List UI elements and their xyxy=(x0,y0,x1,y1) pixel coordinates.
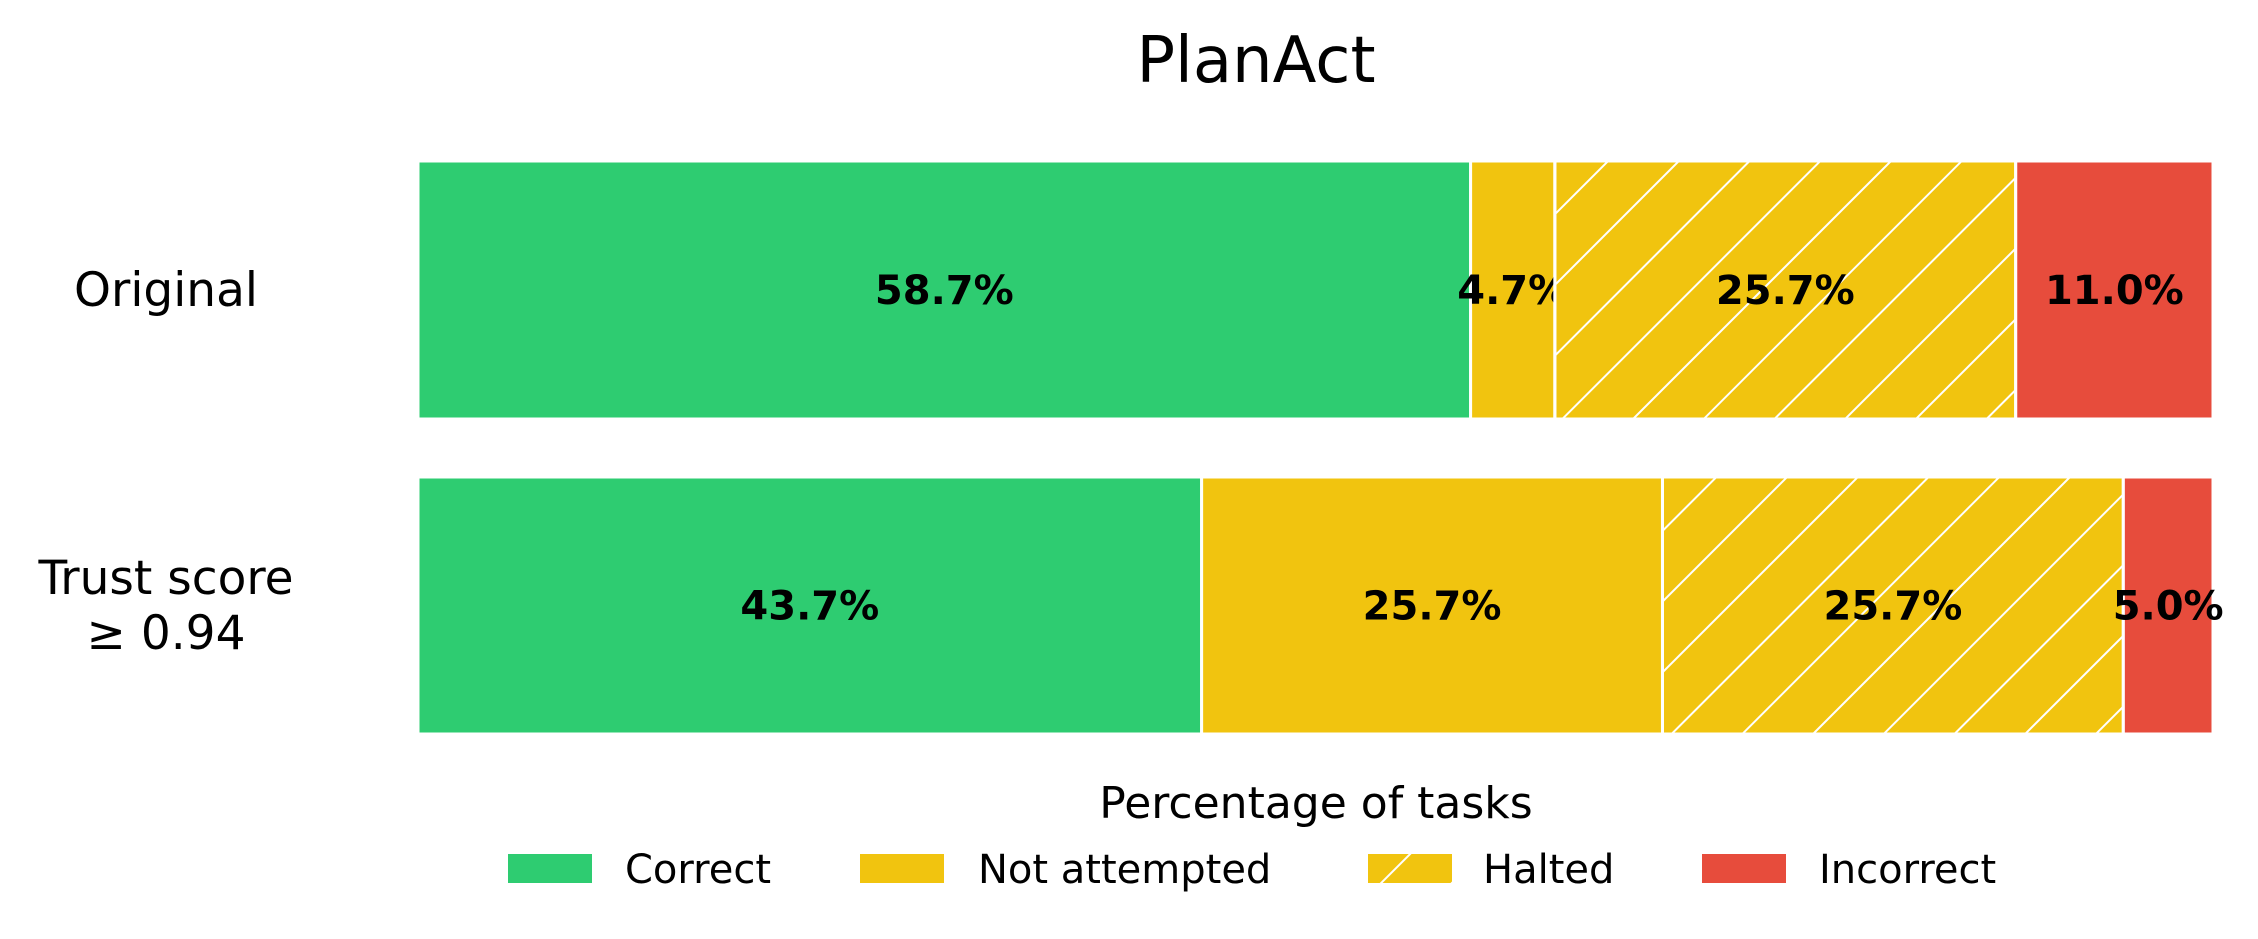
y-tick-label: ≥ 0.94 xyxy=(87,606,246,661)
bar-correct xyxy=(416,475,1204,736)
data-label: 58.7% xyxy=(875,268,1014,314)
x-axis-label: Percentage of tasks xyxy=(1099,778,1532,829)
y-tick-label: Original xyxy=(74,263,258,318)
y-tick-labels: Original Trust score≥ 0.94 xyxy=(37,263,293,661)
data-label: 43.7% xyxy=(740,584,879,630)
legend: Correct Not attempted Halted Incorrect xyxy=(508,847,1996,893)
bars: 58.7% 4.7% 25.7% 11.0% 43.7% 25.7% 25.7% 5.0% xyxy=(416,159,2224,736)
legend-label: Incorrect xyxy=(1819,847,1996,893)
bar-hatch xyxy=(1660,475,2125,736)
legend-swatch xyxy=(508,854,592,883)
bar-incorrect xyxy=(2121,475,2215,736)
data-label: 11.0% xyxy=(2045,268,2184,314)
legend-swatch xyxy=(1702,854,1786,883)
bar-hatch xyxy=(1553,159,2018,421)
bar-not-attempted xyxy=(1469,159,1557,421)
bar-correct xyxy=(416,159,1473,421)
legend-swatch xyxy=(860,854,944,883)
chart-title: PlanAct xyxy=(1136,24,1375,98)
bar-incorrect xyxy=(2014,159,2215,421)
legend-label: Correct xyxy=(625,847,771,893)
data-label: 5.0% xyxy=(2113,584,2224,630)
legend-label: Not attempted xyxy=(978,847,1271,893)
data-label: 25.7% xyxy=(1716,268,1855,314)
y-tick-label: Trust score xyxy=(37,551,293,606)
bar-not-attempted xyxy=(1200,475,1664,736)
data-label: 25.7% xyxy=(1824,584,1963,630)
data-label: 25.7% xyxy=(1363,584,1502,630)
legend-swatch-hatch xyxy=(1368,854,1452,883)
data-label: 4.7% xyxy=(1457,268,1568,314)
legend-label: Halted xyxy=(1483,847,1614,893)
